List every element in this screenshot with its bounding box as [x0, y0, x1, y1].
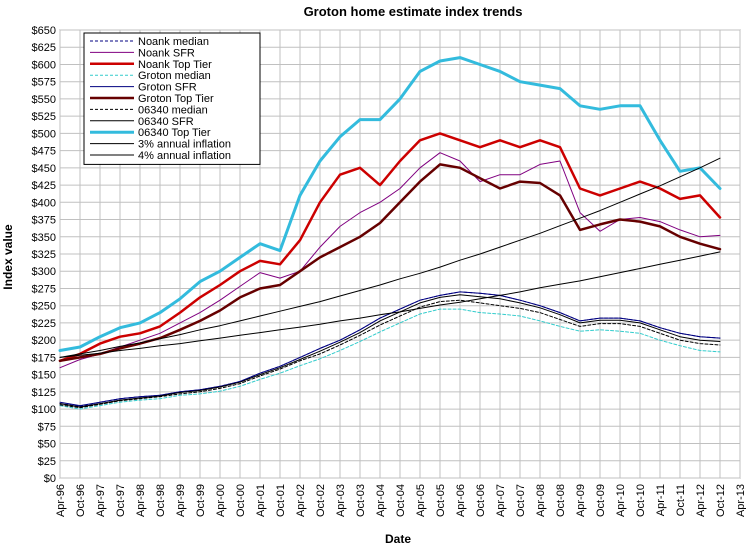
x-tick-label: Apr-06 [455, 484, 467, 517]
x-tick-label: Oct-99 [195, 484, 207, 517]
x-axis-ticks: Apr-96 Oct-96 Apr-97 Oct-97 Apr-98 Oct-98 Apr-… [55, 484, 746, 517]
y-tick-label: $100 [32, 404, 56, 416]
y-tick-label: $300 [32, 266, 56, 278]
x-tick-label: Oct-05 [435, 484, 447, 517]
x-tick-label: Apr-00 [215, 484, 227, 517]
series-line-noank-sfr [59, 152, 721, 369]
x-tick-label: Oct-97 [115, 484, 127, 517]
series-line-3-annual-inflation [59, 157, 721, 358]
y-tick-label: $475 [32, 146, 56, 158]
x-tick-label: Oct-06 [475, 484, 487, 517]
y-tick-label: $450 [32, 163, 56, 175]
y-tick-label: $150 [32, 370, 56, 382]
y-tick-label: $375 [32, 215, 56, 227]
legend-label: 4% annual inflation [138, 150, 231, 162]
x-tick-label: Apr-97 [95, 484, 107, 517]
legend-box [83, 32, 261, 165]
x-tick-label: Oct-02 [315, 484, 327, 517]
x-tick-label: Apr-12 [695, 484, 707, 517]
x-tick-label: Oct-01 [275, 484, 287, 517]
x-tick-label: Oct-10 [635, 484, 647, 517]
x-tick-label: Apr-08 [535, 484, 547, 517]
legend-label: 3% annual inflation [138, 139, 231, 151]
x-tick-label: Apr-98 [135, 484, 147, 517]
legend-label: Groton SFR [138, 82, 197, 94]
y-tick-label: $225 [32, 318, 56, 330]
y-tick-label: $75 [38, 421, 56, 433]
y-tick-label: $400 [32, 197, 56, 209]
series-line-4-annual-inflation [59, 251, 721, 358]
y-tick-label: $575 [32, 77, 56, 89]
y-tick-label: $625 [32, 42, 56, 54]
grid [59, 29, 741, 479]
y-axis-ticks: $0 $25 $50 $75 $100 $125 $150 $175 $200 $225 $250 $… [32, 25, 56, 485]
x-tick-label: Oct-07 [515, 484, 527, 517]
x-tick-label: Oct-96 [75, 484, 87, 517]
legend-label: 06340 SFR [138, 116, 194, 128]
legend-label: Noank Top Tier [138, 59, 212, 71]
x-tick-label: Apr-99 [175, 484, 187, 517]
legend-label: Noank SFR [138, 47, 195, 59]
y-tick-label: $650 [32, 25, 56, 37]
y-tick-label: $325 [32, 249, 56, 261]
series-line-06340-median [59, 299, 721, 409]
y-tick-label: $50 [38, 439, 56, 451]
y-tick-label: $250 [32, 301, 56, 313]
y-tick-label: $0 [44, 473, 56, 485]
x-tick-label: Oct-98 [155, 484, 167, 517]
y-tick-label: $200 [32, 335, 56, 347]
y-tick-label: $425 [32, 180, 56, 192]
x-tick-label: Apr-07 [495, 484, 507, 517]
legend-label: Groton Top Tier [138, 93, 214, 105]
x-tick-label: Oct-03 [355, 484, 367, 517]
x-tick-label: Apr-02 [295, 484, 307, 517]
y-tick-label: $275 [32, 283, 56, 295]
y-tick-label: $350 [32, 232, 56, 244]
x-tick-label: Oct-04 [395, 484, 407, 517]
x-tick-label: Oct-12 [715, 484, 727, 517]
x-tick-label: Oct-08 [555, 484, 567, 517]
y-tick-label: $600 [32, 59, 56, 71]
legend-label: 06340 median [138, 104, 208, 116]
y-axis-title: Index value [1, 224, 15, 290]
x-tick-label: Apr-09 [575, 484, 587, 517]
series-line-groton-top-tier [58, 163, 722, 363]
series-line-06340-top-tier [58, 56, 722, 352]
y-tick-label: $125 [32, 387, 56, 399]
x-tick-label: Apr-96 [55, 484, 67, 517]
y-tick-label: $25 [38, 456, 56, 468]
chart-title: Groton home estimate index trends [304, 4, 523, 19]
x-tick-label: Oct-00 [235, 484, 247, 517]
y-tick-label: $175 [32, 352, 56, 364]
x-axis-title: Date [385, 532, 411, 546]
x-tick-label: Apr-11 [655, 484, 667, 516]
y-tick-label: $525 [32, 111, 56, 123]
x-tick-label: Apr-03 [335, 484, 347, 517]
x-tick-label: Apr-10 [615, 484, 627, 517]
x-tick-label: Apr-01 [255, 484, 267, 517]
x-tick-label: Oct-09 [595, 484, 607, 517]
y-tick-label: $550 [32, 94, 56, 106]
legend-label: Groton median [138, 70, 211, 82]
x-tick-label: Oct-11 [675, 484, 687, 516]
x-tick-label: Apr-13 [735, 484, 746, 517]
series-line-06340-sfr [59, 294, 721, 408]
x-tick-label: Apr-04 [375, 484, 387, 517]
x-tick-label: Apr-05 [415, 484, 427, 517]
legend-label: Noank median [138, 36, 209, 48]
series-line-groton-median [59, 308, 721, 410]
y-tick-label: $500 [32, 128, 56, 140]
legend-label: 06340 Top Tier [138, 127, 211, 139]
series-group [58, 56, 722, 410]
series-line-noank-top-tier [58, 132, 722, 363]
